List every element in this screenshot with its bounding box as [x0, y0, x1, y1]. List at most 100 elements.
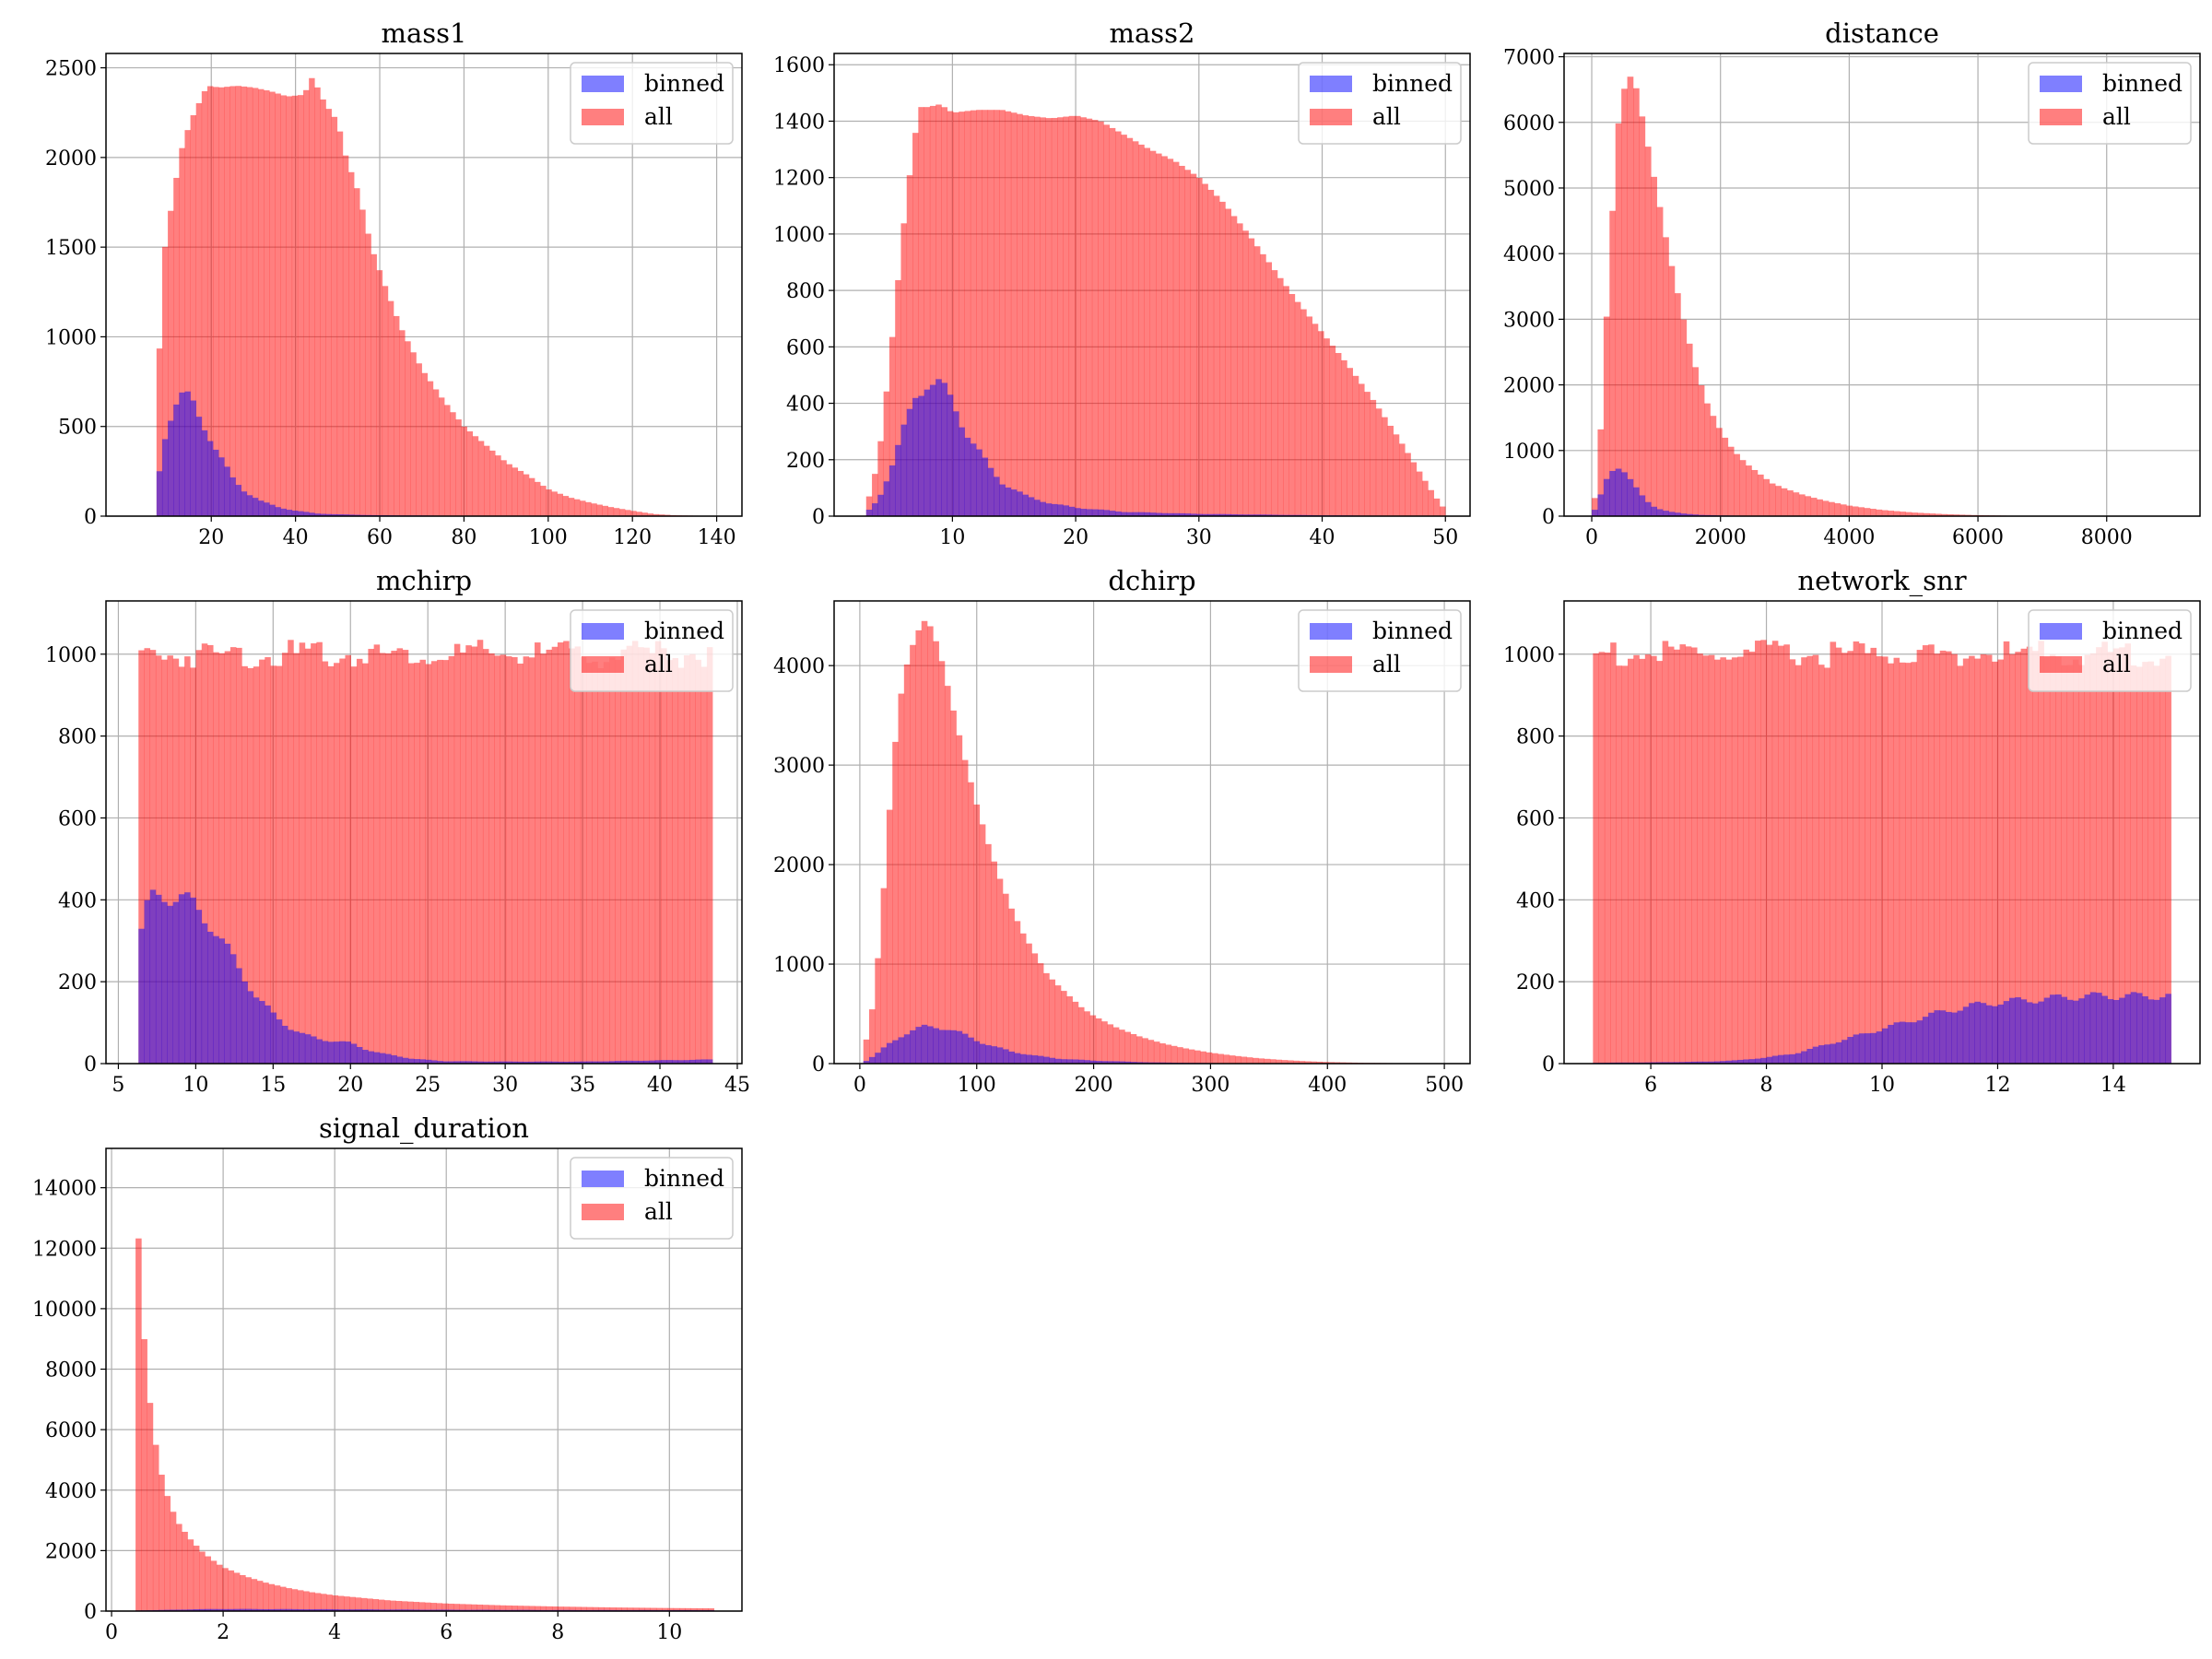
- bar-binned: [1801, 1051, 1807, 1064]
- x-tick-label: 40: [283, 526, 309, 549]
- bar-all: [270, 665, 277, 1064]
- bar-all: [895, 279, 901, 516]
- x-tick-label: 60: [367, 526, 393, 549]
- bar-binned: [1755, 1058, 1761, 1064]
- bar-all: [1876, 656, 1883, 1064]
- bar-all: [401, 1601, 408, 1611]
- series-binned: [1593, 992, 2171, 1064]
- bar-all: [1213, 195, 1220, 517]
- bar-binned: [331, 513, 338, 516]
- x-tick-label: 10: [1869, 1074, 1895, 1097]
- y-tick-label: 2000: [1503, 375, 1555, 398]
- bar-all: [1167, 159, 1174, 516]
- bar-binned: [1179, 512, 1185, 516]
- bar-all: [228, 1570, 235, 1611]
- bar-all: [1165, 1044, 1172, 1064]
- bar-all: [1115, 131, 1122, 517]
- bar-all: [1304, 1061, 1312, 1064]
- bar-binned: [631, 1060, 639, 1064]
- bar-binned: [869, 1056, 876, 1064]
- bar-binned: [1714, 1061, 1721, 1064]
- y-tick-label: 0: [1542, 506, 1555, 529]
- bar-binned: [528, 1061, 535, 1064]
- bar-all: [696, 1607, 703, 1611]
- y-tick-label: 2500: [45, 58, 97, 81]
- bar-all: [1806, 655, 1814, 1064]
- bar-all: [236, 647, 242, 1064]
- bar-all: [275, 93, 281, 516]
- bar-all: [1246, 1057, 1253, 1064]
- bar-binned: [1830, 1043, 1837, 1064]
- bar-all: [320, 99, 326, 516]
- bar-all: [1241, 1056, 1248, 1064]
- bar-all: [176, 1524, 182, 1611]
- bar-all: [394, 315, 400, 516]
- bar-binned: [865, 510, 873, 516]
- panel-title: mchirp: [376, 565, 472, 596]
- y-tick-label: 1400: [773, 111, 825, 134]
- bar-all: [1019, 933, 1027, 1064]
- bar-all: [465, 645, 472, 1064]
- bar-binned: [430, 1060, 438, 1064]
- bar-all: [360, 1597, 368, 1611]
- bar-binned: [1057, 504, 1064, 516]
- bar-all: [1258, 1058, 1265, 1064]
- bar-all: [1835, 647, 1842, 1064]
- bar-all: [1739, 460, 1747, 516]
- bar-binned: [172, 901, 180, 1064]
- bar-binned: [944, 1030, 951, 1064]
- bar-binned: [326, 1608, 333, 1611]
- bar-binned: [1010, 489, 1018, 516]
- bar-all: [1715, 428, 1723, 516]
- bar-binned: [1080, 509, 1087, 516]
- bar-all: [1293, 1060, 1300, 1064]
- bar-binned: [1144, 512, 1151, 516]
- bar-all: [1253, 246, 1261, 516]
- bar-binned: [1888, 1024, 1894, 1064]
- bar-binned: [615, 1061, 621, 1064]
- bar-all: [872, 474, 878, 516]
- bar-all: [396, 648, 404, 1064]
- bar-all: [1075, 115, 1081, 516]
- bar-all: [195, 102, 203, 516]
- bar-all: [591, 503, 597, 516]
- bar-all: [540, 653, 547, 1064]
- bar-all: [1685, 646, 1692, 1064]
- y-tick-label: 1000: [1503, 644, 1555, 667]
- bar-all: [1153, 1041, 1160, 1064]
- bar-all: [448, 655, 455, 1064]
- legend-label-all: all: [1372, 651, 1401, 677]
- bar-all: [1433, 498, 1441, 516]
- bar-binned: [1095, 1061, 1102, 1064]
- x-tick-label: 400: [1308, 1074, 1347, 1097]
- x-tick-label: 2: [217, 1621, 229, 1644]
- legend: binned all: [570, 62, 734, 145]
- bar-binned: [677, 1060, 685, 1064]
- bar-all: [2061, 665, 2068, 1064]
- bar-binned: [1037, 1055, 1044, 1064]
- bar-binned: [235, 485, 241, 516]
- bar-binned: [649, 1060, 656, 1064]
- bar-binned: [991, 1046, 997, 1064]
- bar-all: [258, 88, 265, 517]
- x-tick-label: 40: [1310, 526, 1335, 549]
- bar-all: [2096, 647, 2102, 1064]
- y-tick-label: 600: [58, 807, 97, 830]
- x-tick-label: 6000: [1952, 526, 2004, 549]
- bar-all: [274, 1585, 281, 1611]
- y-tick-label: 400: [786, 394, 825, 417]
- bar-binned: [256, 1608, 264, 1611]
- bar-all: [2124, 643, 2132, 1064]
- bar-all: [372, 1599, 379, 1611]
- bar-all: [354, 188, 360, 516]
- bar-binned: [320, 1608, 327, 1611]
- bar-all: [1159, 1043, 1166, 1064]
- bar-all: [1281, 1060, 1288, 1064]
- bar-binned: [1794, 1053, 1802, 1064]
- bar-binned: [1743, 1059, 1750, 1064]
- x-tick-label: 20: [337, 1074, 363, 1097]
- bar-all: [886, 809, 893, 1064]
- bar-binned: [620, 1060, 627, 1064]
- y-tick-label: 1000: [45, 326, 97, 349]
